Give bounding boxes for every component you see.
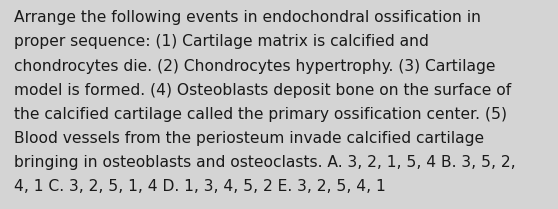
Text: Blood vessels from the periosteum invade calcified cartilage: Blood vessels from the periosteum invade… [14, 131, 484, 146]
Text: chondrocytes die. (2) Chondrocytes hypertrophy. (3) Cartilage: chondrocytes die. (2) Chondrocytes hyper… [14, 59, 496, 74]
Text: bringing in osteoblasts and osteoclasts. A. 3, 2, 1, 5, 4 B. 3, 5, 2,: bringing in osteoblasts and osteoclasts.… [14, 155, 516, 170]
Text: 4, 1 C. 3, 2, 5, 1, 4 D. 1, 3, 4, 5, 2 E. 3, 2, 5, 4, 1: 4, 1 C. 3, 2, 5, 1, 4 D. 1, 3, 4, 5, 2 E… [14, 179, 386, 194]
Text: model is formed. (4) Osteoblasts deposit bone on the surface of: model is formed. (4) Osteoblasts deposit… [14, 83, 511, 98]
Text: proper sequence: (1) Cartilage matrix is calcified and: proper sequence: (1) Cartilage matrix is… [14, 34, 429, 50]
Text: the calcified cartilage called the primary ossification center. (5): the calcified cartilage called the prima… [14, 107, 507, 122]
Text: Arrange the following events in endochondral ossification in: Arrange the following events in endochon… [14, 10, 481, 25]
